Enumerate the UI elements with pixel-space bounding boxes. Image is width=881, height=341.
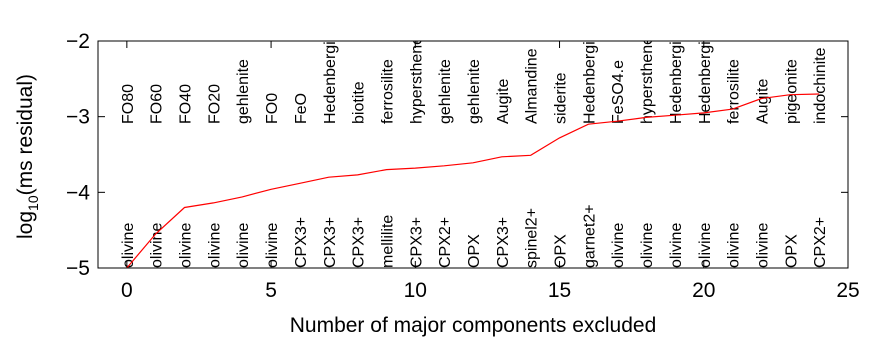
top-annotation-label: Hedenbergite	[668, 28, 685, 124]
series-layer	[126, 93, 820, 269]
plot-frame	[97, 40, 849, 269]
top-annotation-label: Augite	[754, 79, 771, 124]
top-annotation-label: FO40	[178, 84, 195, 124]
x-tick-label: 0	[121, 279, 133, 302]
bottom-annotation-label: garnet2+	[581, 204, 598, 268]
bottom-annotation-label: mellilite	[379, 215, 396, 268]
bottom-annotation-label: CPX3+	[322, 217, 339, 268]
axis-ticks: 0 5 10 15 20 25 −5 −4 −3 −2	[66, 30, 860, 302]
top-annotation-label: indochinite	[812, 47, 829, 124]
bottom-annotation-label: olivine	[235, 223, 252, 268]
top-annotation-label: FO60	[149, 84, 166, 124]
bottom-annotation-label: olivine	[610, 223, 627, 268]
y-axis-label: log10(ms residual)	[14, 74, 41, 239]
top-annotation-label: Augite	[495, 79, 512, 124]
top-annotation-label: gehlenite	[466, 59, 483, 124]
y-tick-label: −3	[66, 106, 90, 129]
x-tick-label: 20	[692, 279, 715, 302]
y-axis-label-rest: (ms residual)	[14, 74, 37, 195]
bottom-annotation-label: CPX3+	[408, 217, 425, 268]
top-annotation-label: gehlenite	[437, 59, 454, 124]
bottom-annotation-label: CPX3+	[495, 217, 512, 268]
x-tick-label: 5	[265, 279, 277, 302]
top-annotation-label: FO0	[264, 93, 281, 124]
bottom-annotation-label: olivine	[206, 223, 223, 268]
top-annotation-label: pigeonite	[783, 59, 800, 124]
bottom-annotation-label: olivine	[178, 223, 195, 268]
bottom-annotation-label: olivine	[697, 223, 714, 268]
x-tick-label: 10	[404, 279, 427, 302]
x-tick-label: 15	[548, 279, 571, 302]
y-tick-label: −5	[66, 257, 90, 280]
bottom-annotation-label: OPX	[783, 234, 800, 268]
x-tick-label: 25	[836, 279, 859, 302]
bottom-annotation-label: OPX	[466, 234, 483, 268]
bottom-annotation-label: spinel2+	[524, 208, 541, 268]
top-annotation-label: hypersthene	[408, 36, 425, 124]
bottom-annotation-label: olivine	[639, 223, 656, 268]
top-annotation-label: ferrosilite	[379, 59, 396, 124]
y-tick-label: −4	[66, 181, 90, 204]
y-tick-label: −2	[66, 30, 90, 53]
bottom-annotation-label: CPX2+	[812, 217, 829, 268]
bottom-annotation-label: CPX3+	[351, 217, 368, 268]
top-annotation-label: gehlenite	[235, 59, 252, 124]
bottom-annotation-label: olivine	[120, 223, 137, 268]
bottom-annotation-label: CPX2+	[437, 217, 454, 268]
y-axis-label-subscript: 10	[25, 195, 41, 211]
bottom-annotation-label: olivine	[149, 223, 166, 268]
top-annotation-label: Hedenbergite	[697, 28, 714, 124]
top-annotation-label: Hedenbergite	[322, 28, 339, 124]
top-annotation-label: FO80	[120, 84, 137, 124]
x-axis-label: Number of major components excluded	[290, 314, 657, 337]
top-annotation-label: biotite	[351, 81, 368, 124]
bottom-annotation-label: olivine	[668, 223, 685, 268]
top-annotation-label: Almandine	[524, 48, 541, 124]
bottom-annotation-label: olivine	[264, 223, 281, 268]
bottom-annotation-label: CPX3+	[293, 217, 310, 268]
bottom-annotation-label: olivine	[726, 223, 743, 268]
top-annotation-label: siderite	[553, 72, 570, 124]
bottom-annotation-label: olivine	[754, 223, 771, 268]
top-annotation-label: hypersthene	[639, 36, 656, 124]
top-annotation-label: FO20	[206, 84, 223, 124]
y-axis-label-base: log	[14, 211, 37, 239]
series-line	[126, 93, 820, 269]
top-annotation-label: FeSO4.e	[610, 60, 627, 124]
bottom-annotation-label: OPX	[553, 234, 570, 268]
annotations: FO80 olivine FO60 olivine FO40 olivine FO20 oli…	[120, 28, 829, 268]
top-annotation-label: ferrosilite	[726, 59, 743, 124]
top-annotation-label: FeO	[293, 93, 310, 124]
top-annotation-label: Hedenbergite	[581, 28, 598, 124]
